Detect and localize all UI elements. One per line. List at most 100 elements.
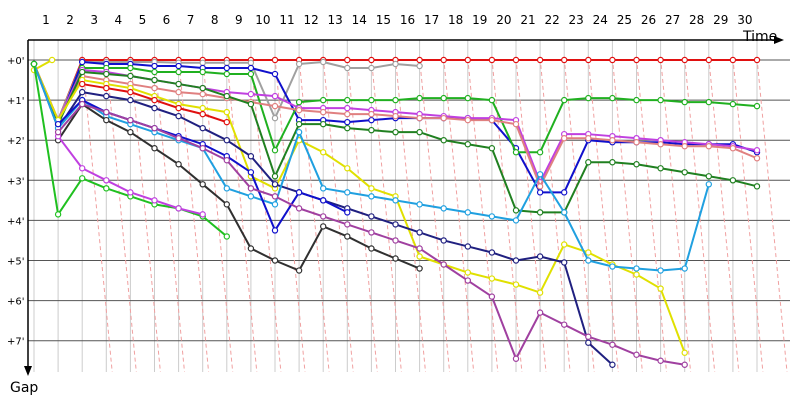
data-point — [536, 209, 544, 216]
x-tick-label: 19 — [472, 13, 487, 27]
data-point — [585, 257, 592, 264]
data-point — [295, 106, 303, 114]
data-point — [416, 265, 423, 272]
data-point — [464, 269, 471, 276]
data-point — [295, 98, 303, 106]
series-14 — [54, 100, 423, 274]
x-tick-label: 26 — [641, 13, 656, 27]
data-point — [657, 357, 664, 364]
data-point — [416, 56, 423, 64]
data-point — [705, 181, 713, 188]
data-point — [127, 116, 134, 124]
reference-diagonal — [708, 57, 740, 373]
data-point — [48, 56, 56, 64]
data-point — [368, 193, 375, 200]
x-tick-label: 29 — [713, 13, 728, 27]
data-point — [151, 145, 158, 152]
reference-diagonal — [443, 57, 475, 373]
data-point — [295, 267, 303, 274]
data-point — [536, 309, 544, 316]
data-point — [175, 88, 182, 96]
data-point — [320, 96, 327, 104]
data-point — [344, 110, 351, 118]
data-point — [320, 185, 327, 192]
x-tick-label: 9 — [235, 13, 243, 27]
data-point — [175, 62, 182, 70]
data-point — [464, 277, 471, 284]
x-tick-label: 18 — [448, 13, 463, 27]
data-point — [344, 189, 351, 196]
data-point — [536, 171, 544, 178]
reference-diagonal — [395, 57, 426, 373]
data-point — [103, 108, 110, 116]
data-point — [416, 201, 423, 208]
data-point — [175, 205, 182, 212]
data-point — [199, 211, 206, 218]
data-point — [657, 267, 664, 274]
reference-diagonal — [563, 57, 595, 373]
data-point — [561, 209, 568, 216]
data-point — [175, 134, 182, 142]
data-point — [78, 58, 86, 66]
data-point — [705, 98, 713, 106]
data-point — [392, 255, 399, 262]
data-point — [223, 64, 230, 72]
data-point — [536, 253, 544, 260]
data-point — [681, 169, 688, 176]
data-point — [271, 181, 279, 188]
data-point — [585, 134, 592, 142]
data-point — [633, 161, 640, 168]
data-point — [488, 116, 496, 124]
data-point — [344, 233, 351, 240]
data-point — [223, 59, 230, 67]
data-point — [78, 88, 86, 96]
data-point — [271, 227, 279, 234]
data-point — [753, 56, 761, 64]
data-point — [512, 56, 520, 64]
data-point — [440, 261, 447, 268]
data-point — [247, 70, 255, 78]
series-line — [57, 103, 420, 272]
reference-diagonal — [346, 57, 378, 373]
series — [30, 56, 761, 368]
data-point — [440, 56, 447, 64]
y-tick-label: +3' — [7, 176, 25, 187]
data-point — [705, 56, 713, 64]
data-point — [488, 56, 496, 64]
data-point — [368, 56, 375, 64]
data-point — [585, 333, 592, 340]
data-point — [512, 281, 520, 288]
x-tick-label: 16 — [400, 13, 415, 27]
data-point — [488, 145, 496, 152]
x-tick-label: 2 — [66, 13, 74, 27]
data-point — [633, 139, 640, 146]
data-point — [512, 207, 520, 214]
data-point — [368, 96, 375, 104]
data-point — [368, 185, 375, 192]
x-tick-label: 30 — [737, 13, 752, 27]
reference-diagonal — [756, 57, 788, 373]
data-point — [320, 108, 327, 116]
data-point — [705, 143, 713, 150]
data-point — [127, 88, 134, 96]
data-point — [295, 60, 303, 68]
reference-diagonal — [660, 57, 692, 373]
data-point — [585, 56, 592, 64]
data-point — [78, 165, 86, 172]
data-point — [657, 56, 664, 64]
data-point — [247, 59, 255, 67]
grid — [28, 40, 790, 373]
y-axis-arrow-icon — [24, 366, 32, 376]
x-tick-label: 4 — [114, 13, 122, 27]
reference-diagonal — [419, 57, 451, 373]
data-point — [392, 96, 399, 104]
data-point — [344, 104, 351, 112]
data-point — [633, 271, 640, 278]
series-16 — [54, 132, 206, 218]
data-point — [440, 237, 447, 244]
data-point — [657, 141, 664, 148]
data-point — [609, 94, 616, 102]
reference-diagonal — [129, 57, 161, 373]
